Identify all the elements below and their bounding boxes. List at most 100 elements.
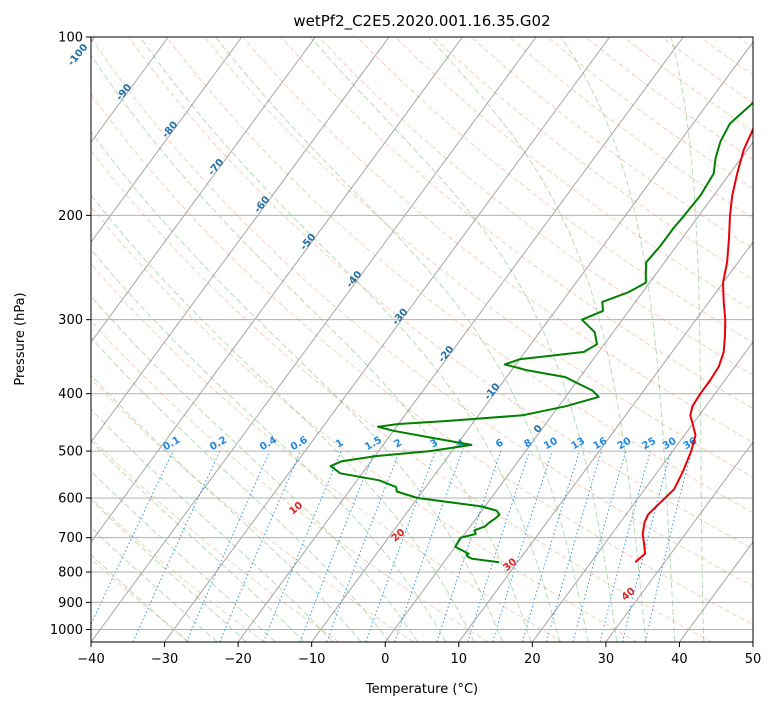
mixing-ratio-label: 10	[542, 436, 560, 453]
dry-adiabat-line	[91, 320, 489, 642]
isotherm-line	[531, 341, 753, 642]
moist-adiabat-line	[91, 248, 447, 642]
x-tick-label: −20	[224, 652, 251, 667]
moist-adiabat-line	[91, 194, 475, 642]
mixing-ratio-label: 3	[429, 437, 441, 450]
y-tick-label: 800	[58, 566, 83, 581]
mixing-ratio-label: 8	[523, 437, 535, 450]
x-tick-label: 10	[451, 652, 468, 667]
moist-adiabat-line	[91, 470, 276, 642]
background-lines	[91, 37, 753, 642]
moist-adiabat-line	[91, 408, 334, 642]
isotherm-line	[91, 37, 390, 443]
pressure-gridlines	[91, 36, 753, 630]
mixing-ratio-label: 6	[494, 437, 506, 450]
isotherm-line	[605, 441, 753, 642]
dry-adiabat-line	[242, 37, 753, 444]
dry-adiabat-line	[394, 37, 753, 312]
isotherm-label: -20	[437, 344, 457, 365]
mixing-ratio-line	[186, 450, 271, 642]
mixing-ratio-line	[394, 450, 463, 642]
mixing-ratio-label: 2	[393, 437, 405, 450]
y-tick-label: 600	[58, 492, 83, 507]
x-axis-label: Temperature (°C)	[365, 682, 478, 697]
y-tick-label: 400	[58, 387, 83, 402]
mixing-ratio-line	[599, 450, 651, 642]
dry-adiabat-line	[661, 37, 753, 104]
mixing-ratio-label: 16	[592, 436, 610, 453]
mixing-ratio-label: 36	[682, 436, 700, 453]
x-tick-label: −30	[151, 652, 178, 667]
isotherm-label: -90	[114, 82, 134, 103]
profiles	[329, 101, 753, 564]
x-tick-label: 30	[598, 652, 615, 667]
mixing-ratio-line	[365, 450, 437, 642]
y-tick-label: 1000	[50, 623, 83, 638]
y-tick-label: 900	[58, 596, 83, 611]
isotherm-line	[91, 37, 537, 642]
moist-adiabat-line	[91, 499, 247, 642]
mixing-ratio-line	[91, 450, 174, 626]
mixing-ratio-line	[572, 450, 627, 642]
mixing-ratio-label: 25	[640, 436, 658, 453]
mixing-ratio-line	[522, 450, 580, 642]
dry-adiabat-label: 20	[390, 527, 408, 544]
isotherm-label: -80	[160, 120, 180, 141]
plot-frame	[90, 36, 754, 643]
mixing-ratio-label: 0.1	[161, 435, 182, 453]
mixing-ratio-label: 1.5	[363, 435, 384, 453]
x-tick-label: 20	[524, 652, 541, 667]
isotherm-label: 0	[532, 423, 545, 435]
moist-adiabat-line	[91, 131, 504, 642]
isotherm-line	[91, 37, 316, 343]
x-tick-label: −40	[77, 652, 104, 667]
moist-adiabat-line	[428, 37, 647, 642]
y-axis-label: Pressure (hPa)	[13, 292, 28, 385]
dry-adiabat-line	[91, 558, 190, 642]
mixing-ratio-line	[467, 450, 530, 642]
isotherm-line	[91, 37, 243, 243]
dry-adiabat-line	[91, 378, 414, 642]
dry-adiabat-line	[166, 37, 753, 514]
dry-adiabat-line	[91, 206, 638, 642]
isotherm-label: -100	[66, 42, 91, 68]
mixing-ratio-label: 20	[616, 436, 634, 453]
dewpoint-profile	[329, 101, 753, 564]
y-tick-label: 100	[58, 31, 83, 46]
mixing-ratio-line	[326, 450, 400, 642]
moist-adiabat-line	[91, 295, 419, 642]
chart-title: wetPf2_C2E5.2020.001.16.35.G02	[293, 12, 550, 31]
mixing-ratio-label: 0.2	[208, 435, 229, 453]
moist-adiabat-line	[215, 37, 589, 642]
dry-adiabat-line	[280, 37, 753, 410]
dry-adiabat-line	[91, 149, 713, 642]
dry-adiabat-line	[91, 263, 563, 642]
moist-adiabat-line	[91, 526, 218, 642]
dry-adiabat-line	[547, 37, 753, 190]
moist-adiabat-line	[91, 554, 189, 642]
mixing-ratio-line	[622, 450, 672, 642]
x-tick-label: 50	[745, 652, 762, 667]
moist-adiabat-line	[91, 374, 362, 642]
dry-adiabat-line	[699, 37, 753, 76]
isotherm-label: -10	[483, 381, 503, 402]
isotherm-line	[237, 37, 684, 642]
isoline-labels: 0.1 0.2 0.4 0.6 1 1.5 2 3 4 6 8 10 13 16 20 25 30 36-100-…	[66, 42, 699, 603]
isotherm-label: -30	[390, 307, 410, 328]
x-axis: −40 −30 −20 −10 0 10 20 30 40 50	[77, 642, 761, 667]
dry-adiabat-line	[91, 93, 753, 626]
x-tick-label: 40	[671, 652, 688, 667]
dry-adiabat-line	[509, 37, 753, 220]
mixing-ratio-label: 0.6	[289, 435, 310, 453]
y-tick-label: 700	[58, 531, 83, 546]
y-tick-label: 300	[58, 313, 83, 328]
isotherm-line	[91, 37, 169, 143]
moist-adiabat-line	[91, 440, 305, 642]
moist-adiabat-line	[670, 37, 705, 642]
isotherm-line	[311, 41, 753, 642]
isotherm-line	[164, 37, 611, 642]
moist-adiabat-line	[91, 337, 390, 642]
isotherm-label: -70	[206, 157, 226, 178]
dry-adiabat-label: 40	[620, 586, 638, 603]
